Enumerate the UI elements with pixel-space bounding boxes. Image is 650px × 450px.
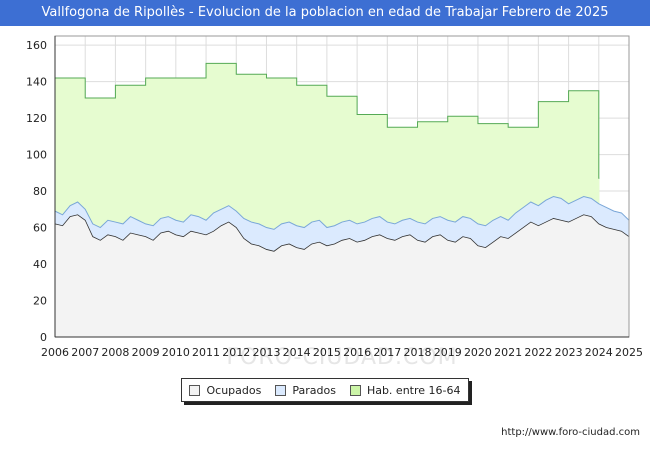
x-tick-label-2007: 2007 — [71, 346, 99, 359]
legend-label-habitantes: Hab. entre 16-64 — [366, 383, 461, 397]
y-tick-label-60: 60 — [33, 222, 47, 235]
x-tick-label-2021: 2021 — [494, 346, 522, 359]
x-tick-label-2009: 2009 — [132, 346, 160, 359]
x-tick-label-2023: 2023 — [555, 346, 583, 359]
x-tick-label-2020: 2020 — [464, 346, 492, 359]
x-tick-label-2016: 2016 — [343, 346, 371, 359]
chart-title: Vallfogona de Ripollès - Evolucion de la… — [0, 0, 650, 26]
y-tick-label-0: 0 — [40, 331, 47, 344]
x-tick-label-2014: 2014 — [283, 346, 311, 359]
series-ocupados-area — [55, 214, 629, 337]
y-tick-label-120: 120 — [26, 112, 47, 125]
areas — [54, 62, 630, 337]
series-parados-line — [54, 196, 630, 230]
x-tick-label-2025: 2025 — [615, 346, 643, 359]
legend-swatch-ocupados — [189, 384, 201, 396]
x-tick-label-2017: 2017 — [373, 346, 401, 359]
legend-swatch-habitantes — [349, 384, 361, 396]
y-tick-label-20: 20 — [33, 295, 47, 308]
x-tick-label-2019: 2019 — [434, 346, 462, 359]
x-tick-label-2022: 2022 — [524, 346, 552, 359]
axes — [54, 35, 630, 338]
legend-item-habitantes: Hab. entre 16-64 — [349, 383, 461, 397]
y-tick-label-80: 80 — [33, 185, 47, 198]
x-tick-label-2018: 2018 — [404, 346, 432, 359]
x-tick-label-2010: 2010 — [162, 346, 190, 359]
legend-label-ocupados: Ocupados — [206, 383, 262, 397]
watermark-text: FORO-CIUDAD.COM — [226, 345, 457, 370]
x-tick-label-2006: 2006 — [41, 346, 69, 359]
y-tick-label-40: 40 — [33, 258, 47, 271]
legend-swatch-parados — [275, 384, 287, 396]
source-url[interactable]: http://www.foro-ciudad.com — [501, 427, 640, 438]
legend-label-parados: Parados — [292, 383, 336, 397]
legend-item-parados: Parados — [275, 384, 336, 397]
y-tick-label-160: 160 — [26, 39, 47, 52]
series-hab-line — [55, 62, 600, 179]
y-tick-label-140: 140 — [26, 76, 47, 89]
x-tick-label-2012: 2012 — [222, 346, 250, 359]
legend: Ocupados Parados Hab. entre 16-64 — [181, 378, 469, 402]
x-tick-label-2015: 2015 — [313, 346, 341, 359]
x-tick-label-2008: 2008 — [101, 346, 129, 359]
y-tick-label-100: 100 — [26, 149, 47, 162]
legend-item-ocupados: Ocupados — [189, 384, 261, 397]
x-tick-label-2013: 2013 — [252, 346, 280, 359]
x-tick-label-2024: 2024 — [585, 346, 613, 359]
series-ocupados-line — [54, 214, 630, 252]
x-tick-label-2011: 2011 — [192, 346, 220, 359]
